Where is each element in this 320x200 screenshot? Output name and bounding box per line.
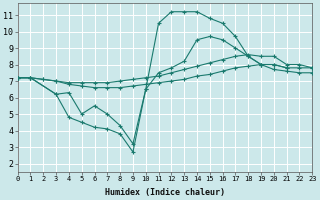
X-axis label: Humidex (Indice chaleur): Humidex (Indice chaleur): [105, 188, 225, 197]
